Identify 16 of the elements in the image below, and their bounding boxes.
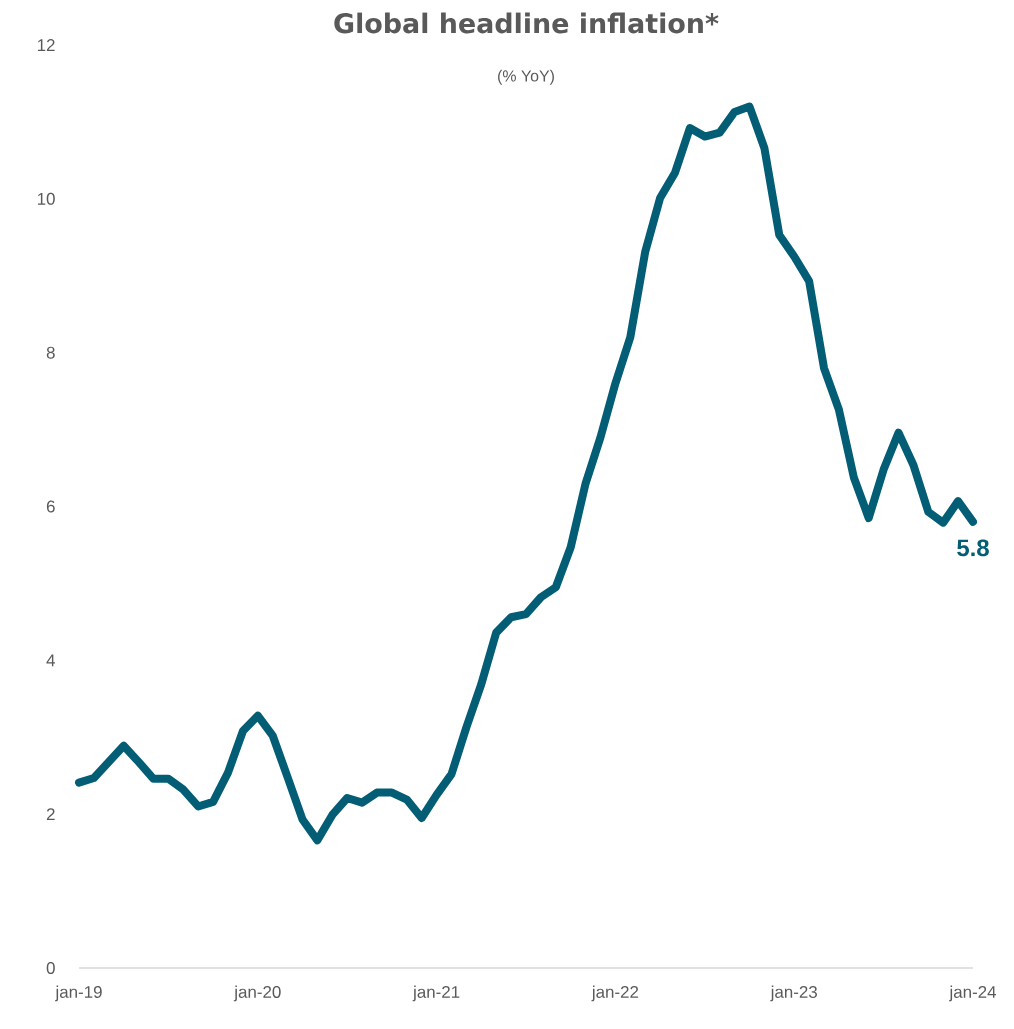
- x-tick-label: jan-19: [55, 985, 102, 1002]
- text: (% YoY): [498, 69, 554, 85]
- annotation: 5.8: [957, 539, 989, 557]
- y-tick-label: 10: [37, 192, 55, 205]
- x-tick-label: jan-20: [233, 985, 281, 1002]
- y-tick-label: 2: [46, 808, 55, 821]
- y-tick-label: 0: [46, 961, 55, 974]
- y-tick-label: 4: [46, 654, 55, 667]
- x-tick-label: jan-22: [591, 985, 639, 1002]
- x-tick-label: jan-21: [412, 985, 460, 1002]
- x-tick-label: jan-23: [770, 985, 817, 1002]
- y-tick-label: 6: [46, 500, 55, 513]
- y-tick-label: 8: [46, 346, 55, 359]
- x-tick-label: jan-24: [949, 985, 997, 1002]
- y-tick-label: 12: [37, 39, 55, 51]
- chart-title: Global headline inflation*: [334, 12, 719, 34]
